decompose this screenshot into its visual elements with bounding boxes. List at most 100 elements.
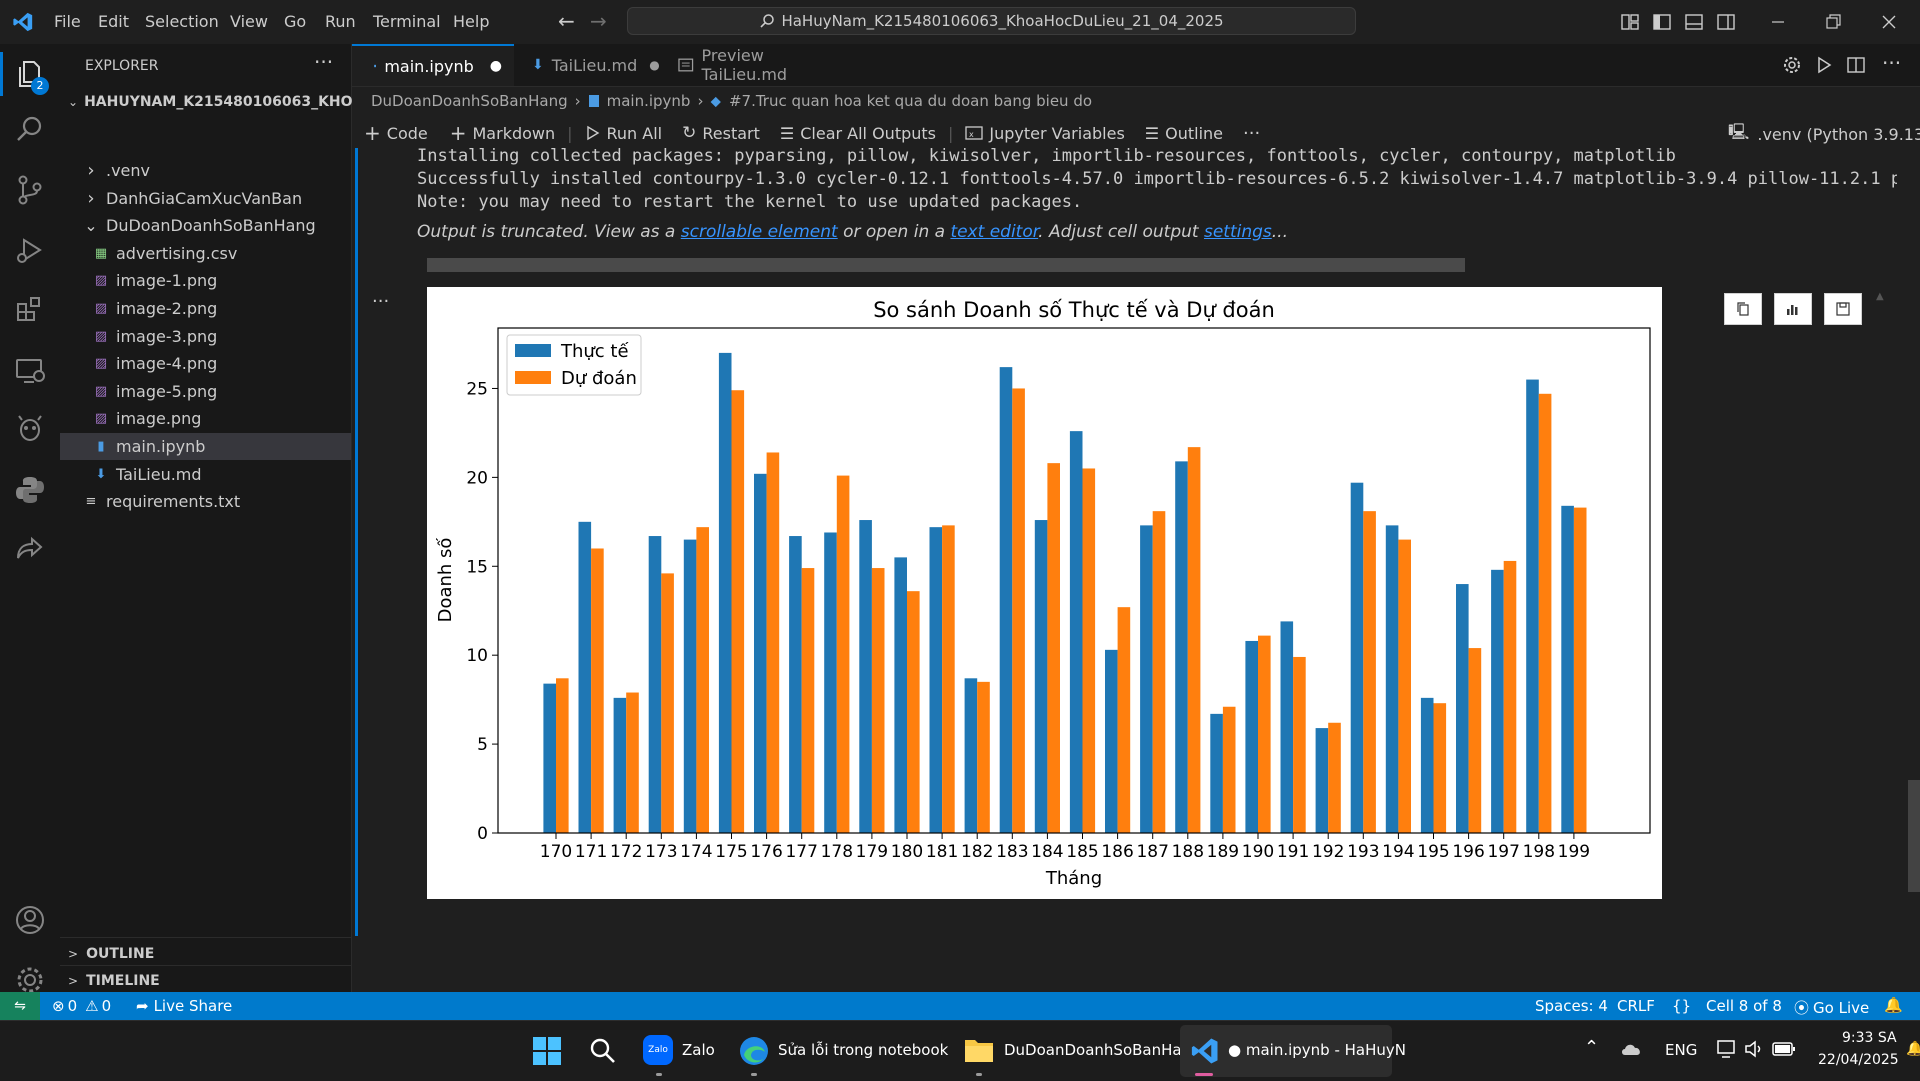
- network-display-icon[interactable]: [1716, 1039, 1738, 1059]
- restore-icon[interactable]: [1823, 12, 1843, 32]
- restart-button[interactable]: Restart: [702, 123, 760, 143]
- tab-tailieu-md[interactable]: ⬇ TaiLieu.md ●: [514, 44, 662, 86]
- explorer-item[interactable]: ▨ image-4.png: [60, 350, 351, 377]
- clock-time[interactable]: 9:33 SA: [1842, 1030, 1897, 1046]
- explorer-icon[interactable]: [12, 56, 48, 92]
- indentation-status[interactable]: Spaces: 4: [1535, 997, 1608, 1015]
- more-actions-icon[interactable]: ···: [1882, 51, 1902, 75]
- language-braces-status[interactable]: {}: [1672, 997, 1692, 1015]
- toolbar-more-button[interactable]: ···: [1243, 122, 1261, 144]
- zalo-app-icon[interactable]: Zalo: [643, 1035, 673, 1065]
- problems-indicator[interactable]: ⊗ 0 ⚠ 0: [52, 997, 111, 1015]
- notification-center-icon[interactable]: 🔔: [1906, 1041, 1920, 1057]
- explorer-item[interactable]: ▨ image-1.png: [60, 267, 351, 294]
- menu-selection[interactable]: Selection: [145, 12, 219, 31]
- outline-section[interactable]: > OUTLINE: [60, 940, 351, 967]
- add-code-button[interactable]: Code: [386, 123, 428, 143]
- manage-gear-icon[interactable]: [12, 962, 48, 998]
- menu-terminal[interactable]: Terminal: [373, 12, 441, 31]
- edge-browser-icon[interactable]: [738, 1035, 770, 1067]
- clock-date[interactable]: 22/04/2025: [1818, 1052, 1899, 1068]
- explorer-item[interactable]: ▨ image.png: [60, 405, 351, 432]
- menu-help[interactable]: Help: [453, 12, 490, 31]
- timeline-section[interactable]: > TIMELINE: [60, 967, 351, 994]
- search-icon[interactable]: [12, 112, 48, 148]
- explorer-item[interactable]: ▦ advertising.csv: [60, 240, 351, 267]
- volume-speaker-icon[interactable]: [1744, 1039, 1766, 1059]
- menu-run[interactable]: Run: [325, 12, 356, 31]
- accounts-icon[interactable]: [12, 902, 48, 938]
- run-all-button[interactable]: Run All: [606, 123, 663, 143]
- explorer-item[interactable]: › DanhGiaCamXucVanBan: [60, 185, 351, 212]
- run-icon[interactable]: [1814, 55, 1834, 75]
- breadcrumb-cell[interactable]: #7.Truc quan hoa ket qua du doan bang bi…: [728, 92, 1093, 110]
- customize-layout-icon[interactable]: [1620, 12, 1640, 32]
- settings-link[interactable]: settings: [1203, 222, 1272, 242]
- kernel-picker[interactable]: 🖳 .venv (Python 3.9.13): [1728, 121, 1920, 148]
- minimize-icon[interactable]: [1768, 12, 1788, 32]
- split-editor-icon[interactable]: [1846, 55, 1866, 75]
- outline-button[interactable]: Outline: [1165, 123, 1224, 143]
- live-share-icon[interactable]: [12, 532, 48, 568]
- menu-view[interactable]: View: [230, 12, 268, 31]
- input-language-indicator[interactable]: ENG: [1665, 1041, 1698, 1059]
- tab-preview-tailieu[interactable]: Preview TaiLieu.md: [662, 44, 862, 86]
- remote-explorer-icon[interactable]: [12, 352, 48, 388]
- toggle-panel-icon[interactable]: [1684, 12, 1704, 32]
- explorer-item[interactable]: ≡ requirements.txt: [60, 488, 351, 515]
- cell-more-button[interactable]: ...: [372, 286, 390, 307]
- toggle-primary-sidebar-icon[interactable]: [1652, 12, 1672, 32]
- back-arrow-icon[interactable]: ←: [558, 9, 575, 33]
- menu-edit[interactable]: Edit: [98, 12, 129, 31]
- toggle-secondary-sidebar-icon[interactable]: [1716, 12, 1736, 32]
- explorer-item[interactable]: ▨ image-5.png: [60, 378, 351, 405]
- copy-output-button[interactable]: [1724, 293, 1762, 325]
- remote-indicator-icon[interactable]: ⇋: [0, 992, 40, 1020]
- source-control-icon[interactable]: [12, 172, 48, 208]
- taskbar-zalo-label[interactable]: Zalo: [682, 1041, 715, 1059]
- explorer-more-icon[interactable]: ···: [314, 50, 334, 74]
- cell-position-status[interactable]: Cell 8 of 8: [1706, 997, 1782, 1015]
- explorer-root-folder[interactable]: ⌄ HAHUYNAM_K215480106063_KHOAH...: [60, 88, 391, 115]
- taskbar-edge-label[interactable]: Sửa lỗi trong notebook: [778, 1041, 949, 1059]
- onedrive-cloud-icon[interactable]: [1620, 1039, 1644, 1059]
- testing-alien-icon[interactable]: [12, 412, 48, 448]
- output-horizontal-scrollbar[interactable]: [427, 258, 1465, 272]
- taskbar-search-icon[interactable]: [588, 1036, 618, 1066]
- battery-icon[interactable]: [1772, 1041, 1796, 1057]
- windows-start-icon[interactable]: [532, 1036, 562, 1066]
- explorer-item[interactable]: › .venv: [60, 157, 351, 184]
- scroll-up-arrow-icon[interactable]: ▲: [1876, 291, 1884, 302]
- save-output-button[interactable]: [1824, 293, 1862, 325]
- explorer-item[interactable]: ▨ image-2.png: [60, 295, 351, 322]
- file-explorer-folder-icon[interactable]: [964, 1036, 994, 1064]
- breadcrumb-folder[interactable]: DuDoanDoanhSoBanHang: [371, 92, 568, 110]
- tab-main-ipynb[interactable]: main.ipynb ●: [352, 44, 514, 86]
- live-share-status[interactable]: ➦ Live Share: [136, 997, 232, 1015]
- command-center-search[interactable]: HaHuyNam_K215480106063_KhoaHocDuLieu_21_…: [627, 7, 1356, 35]
- eol-status[interactable]: CRLF: [1617, 997, 1655, 1015]
- menu-file[interactable]: File: [54, 12, 81, 31]
- vscode-logo-icon[interactable]: [12, 11, 34, 33]
- close-window-icon[interactable]: [1879, 12, 1899, 32]
- explorer-item[interactable]: ▨ image-3.png: [60, 323, 351, 350]
- explorer-item[interactable]: ▮ main.ipynb: [60, 433, 351, 460]
- show-hidden-icons-chevron-icon[interactable]: ⌃: [1584, 1037, 1600, 1058]
- scrollable-element-link[interactable]: scrollable element: [680, 222, 838, 242]
- go-live-button[interactable]: ⦿ Go Live: [1794, 997, 1869, 1018]
- settings-gear-icon[interactable]: [1782, 55, 1802, 75]
- notifications-bell-icon[interactable]: 🔔: [1884, 996, 1903, 1014]
- breadcrumb-file[interactable]: main.ipynb: [606, 92, 691, 110]
- extensions-icon[interactable]: [12, 292, 48, 328]
- jupyter-variables-button[interactable]: Jupyter Variables: [989, 123, 1125, 143]
- unsaved-dot-icon[interactable]: ●: [489, 58, 502, 74]
- editor-vertical-scrollbar[interactable]: [1908, 780, 1920, 892]
- menu-go[interactable]: Go: [284, 12, 307, 31]
- explorer-item[interactable]: ⬇ TaiLieu.md: [60, 461, 351, 488]
- clear-outputs-button[interactable]: Clear All Outputs: [800, 123, 936, 143]
- taskbar-folder-label[interactable]: DuDoanDoanhSoBanHa: [1004, 1041, 1182, 1059]
- forward-arrow-icon[interactable]: →: [590, 9, 607, 33]
- add-markdown-button[interactable]: Markdown: [472, 123, 556, 143]
- text-editor-link[interactable]: text editor: [950, 222, 1039, 242]
- open-plot-viewer-button[interactable]: [1774, 293, 1812, 325]
